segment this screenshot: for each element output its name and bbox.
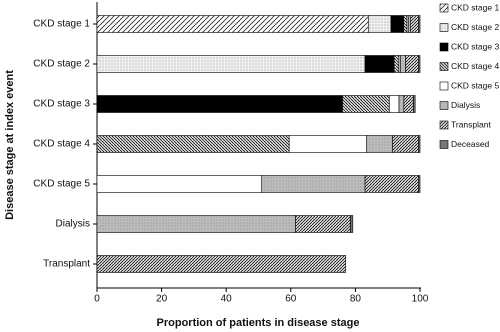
bar-segment <box>350 215 354 233</box>
bar-segment <box>418 175 421 193</box>
bar-segment <box>418 15 421 33</box>
legend-text: CKD stage 5 <box>451 80 499 90</box>
legend-text: CKD stage 1 <box>451 2 499 12</box>
bar-segment <box>403 15 408 33</box>
y-axis-title: Disease stage at index event <box>4 70 16 220</box>
bar-segment <box>364 175 419 193</box>
bar-segment <box>398 95 405 113</box>
x-tick-label: 0 <box>94 294 100 305</box>
y-tick-label: CKD stage 4 <box>33 139 90 150</box>
bar-segment <box>364 55 395 73</box>
legend-swatch <box>439 42 449 52</box>
bar-segment <box>403 95 414 113</box>
bar-segment <box>405 55 419 73</box>
bar-segment <box>410 15 419 33</box>
bar-segment <box>288 135 368 153</box>
bar-segment <box>413 95 416 113</box>
legend-text: Dialysis <box>451 100 480 110</box>
bar-segment <box>366 135 393 153</box>
y-tick-label: CKD stage 3 <box>33 99 90 110</box>
bar-segment <box>96 95 343 113</box>
bar-segment <box>342 95 390 113</box>
bar-segment <box>389 95 400 113</box>
bar-segment <box>418 55 421 73</box>
x-tick-label: 80 <box>350 294 362 305</box>
x-tick-label: 60 <box>285 294 297 305</box>
bar-segment <box>295 215 351 233</box>
bar-segment <box>96 175 263 193</box>
bar-segment <box>96 135 290 153</box>
bar-segment <box>390 15 405 33</box>
x-tick-label: 100 <box>412 294 429 305</box>
legend-swatch <box>439 3 449 13</box>
legend-swatch <box>439 140 449 149</box>
bar-segment <box>96 255 347 273</box>
bar-segment <box>261 175 366 193</box>
x-tick-label: 20 <box>156 294 168 305</box>
legend-text: Deceased <box>451 139 490 149</box>
y-tick-label: CKD stage 5 <box>33 179 90 190</box>
bar-segment <box>400 55 406 73</box>
bar-segment <box>96 15 369 33</box>
bar-segment <box>393 55 400 73</box>
y-tick-label: CKD stage 2 <box>33 59 90 70</box>
legend-swatch <box>439 101 449 110</box>
bar-segment <box>368 15 392 33</box>
y-tick-label: CKD stage 1 <box>33 19 90 30</box>
x-axis-title: Proportion of patients in disease stage <box>157 317 360 329</box>
x-tick-label: 40 <box>221 294 233 305</box>
legend-swatch <box>439 81 449 91</box>
y-tick-label: Transplant <box>43 259 90 270</box>
legend-swatch <box>439 23 449 32</box>
legend-text: CKD stage 3 <box>451 41 499 51</box>
legend-text: Transplant <box>451 119 491 129</box>
bar-segment <box>96 215 296 233</box>
legend-text: CKD stage 2 <box>451 22 499 32</box>
bar-segment <box>96 55 366 73</box>
legend-swatch <box>439 120 449 130</box>
legend-text: CKD stage 4 <box>451 61 499 71</box>
y-tick-label: Dialysis <box>56 219 90 230</box>
bar-segment <box>418 135 421 153</box>
legend-swatch <box>439 62 449 71</box>
bar-segment <box>392 135 419 153</box>
